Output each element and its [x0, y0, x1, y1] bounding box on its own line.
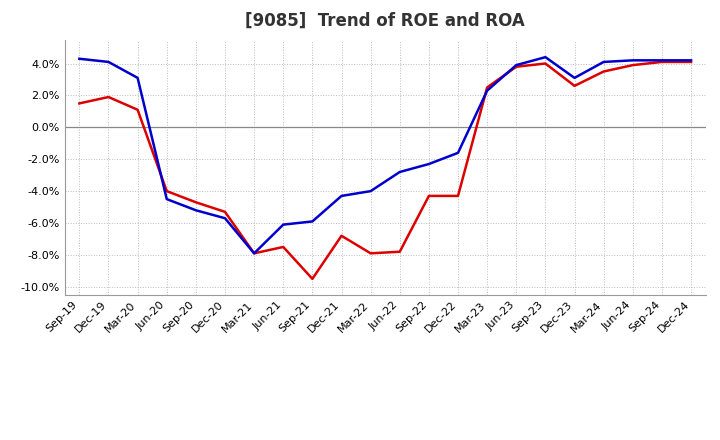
- ROA: [599, 59, 608, 65]
- ROE: [657, 59, 666, 65]
- ROA: [133, 75, 142, 81]
- ROE: [220, 209, 229, 214]
- ROE: [104, 94, 113, 99]
- ROE: [599, 69, 608, 74]
- ROE: [192, 200, 200, 205]
- ROA: [395, 169, 404, 175]
- ROA: [454, 150, 462, 155]
- ROA: [220, 216, 229, 221]
- ROA: [570, 75, 579, 81]
- ROA: [337, 193, 346, 198]
- ROE: [337, 233, 346, 238]
- ROA: [75, 56, 84, 61]
- ROA: [512, 62, 521, 68]
- ROA: [425, 161, 433, 167]
- ROE: [425, 193, 433, 198]
- ROE: [541, 61, 550, 66]
- ROA: [308, 219, 317, 224]
- ROE: [687, 59, 696, 65]
- ROA: [629, 58, 637, 63]
- ROA: [163, 196, 171, 202]
- ROE: [279, 244, 287, 249]
- Title: [9085]  Trend of ROE and ROA: [9085] Trend of ROE and ROA: [246, 12, 525, 30]
- ROE: [250, 251, 258, 256]
- ROA: [192, 208, 200, 213]
- ROA: [366, 188, 375, 194]
- ROE: [395, 249, 404, 254]
- ROA: [687, 58, 696, 63]
- ROE: [308, 276, 317, 282]
- ROE: [366, 251, 375, 256]
- ROE: [163, 188, 171, 194]
- ROE: [570, 83, 579, 88]
- ROA: [250, 251, 258, 256]
- ROA: [104, 59, 113, 65]
- ROE: [75, 101, 84, 106]
- Line: ROA: ROA: [79, 57, 691, 253]
- Legend: ROE, ROA: ROE, ROA: [298, 434, 472, 440]
- ROA: [483, 88, 492, 93]
- Line: ROE: ROE: [79, 62, 691, 279]
- ROE: [483, 85, 492, 90]
- ROA: [541, 55, 550, 60]
- ROA: [279, 222, 287, 227]
- ROE: [629, 62, 637, 68]
- ROE: [454, 193, 462, 198]
- ROE: [133, 107, 142, 112]
- ROE: [512, 64, 521, 70]
- ROA: [657, 58, 666, 63]
